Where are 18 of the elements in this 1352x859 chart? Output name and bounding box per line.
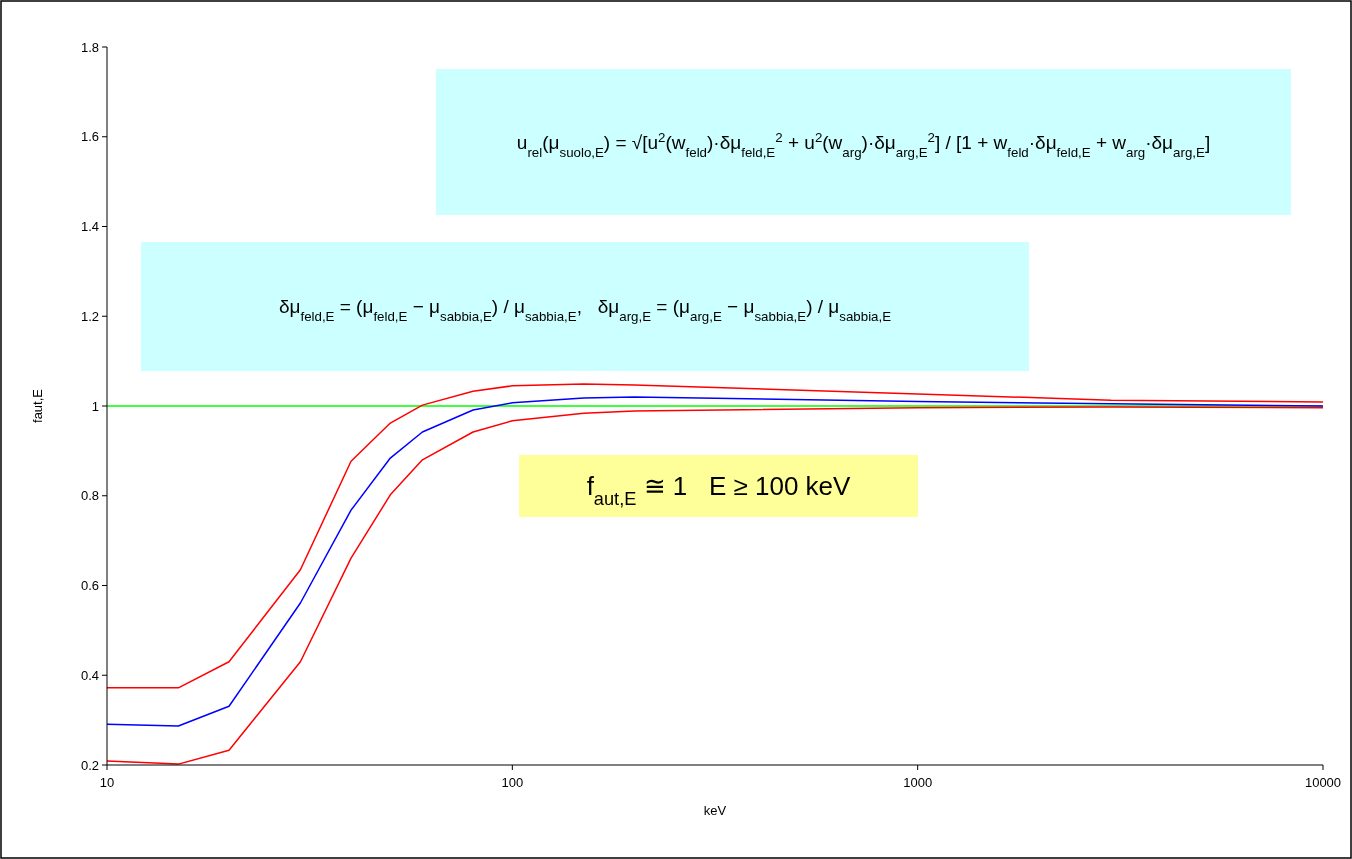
x-tick-label: 10 (99, 775, 115, 790)
y-tick-label: 1 (91, 398, 99, 414)
x-axis-title: keV (703, 803, 727, 818)
annotation: f$_{aut,E}$ ≅ 1 E ≥ 100 keV (586, 471, 852, 510)
text: u$_{rel}$(μ$_{suolo,E}$) = √[u$^{2}$(w$_{feld}$)·δμ$_{feld,E}$$^{2}$ + u$^{2}$(w$_{arg}$)·δμ$_{arg,E}$$^{2}$] / [1 + w$_{feld}$·δμ$_{feld,E}$ + w$_{arg}$·δμ$_{arg,E}$] (516, 129, 1211, 160)
y-tick-label: 0.4 (80, 667, 99, 683)
text: δμ$_{feld,E}$ = (μ$_{feld,E}$ − μ$_{sabbia,E}$) / μ$_{sabbia,E}$, δμ$_{arg,E}$ = (μ$_{arg,E}$ − μ$_{sabbia,E}$) / μ$_{sabbia,E}$ (278, 296, 892, 324)
y-tick-label: 1.2 (80, 308, 99, 324)
y-axis-title: faut,E (30, 388, 45, 423)
y-tick-label: 1.4 (80, 219, 99, 235)
y-tick-label: 1.6 (80, 129, 99, 145)
x-tick-label: 1000 (903, 775, 933, 790)
y-tick-label: 0.2 (80, 757, 99, 773)
x-tick-label: 100 (501, 775, 524, 790)
y-tick-label: 0.6 (80, 578, 99, 594)
y-tick-label: 0.8 (80, 488, 99, 504)
y-tick-label: 1.8 (80, 39, 99, 55)
x-tick-label: 10000 (1304, 775, 1342, 790)
